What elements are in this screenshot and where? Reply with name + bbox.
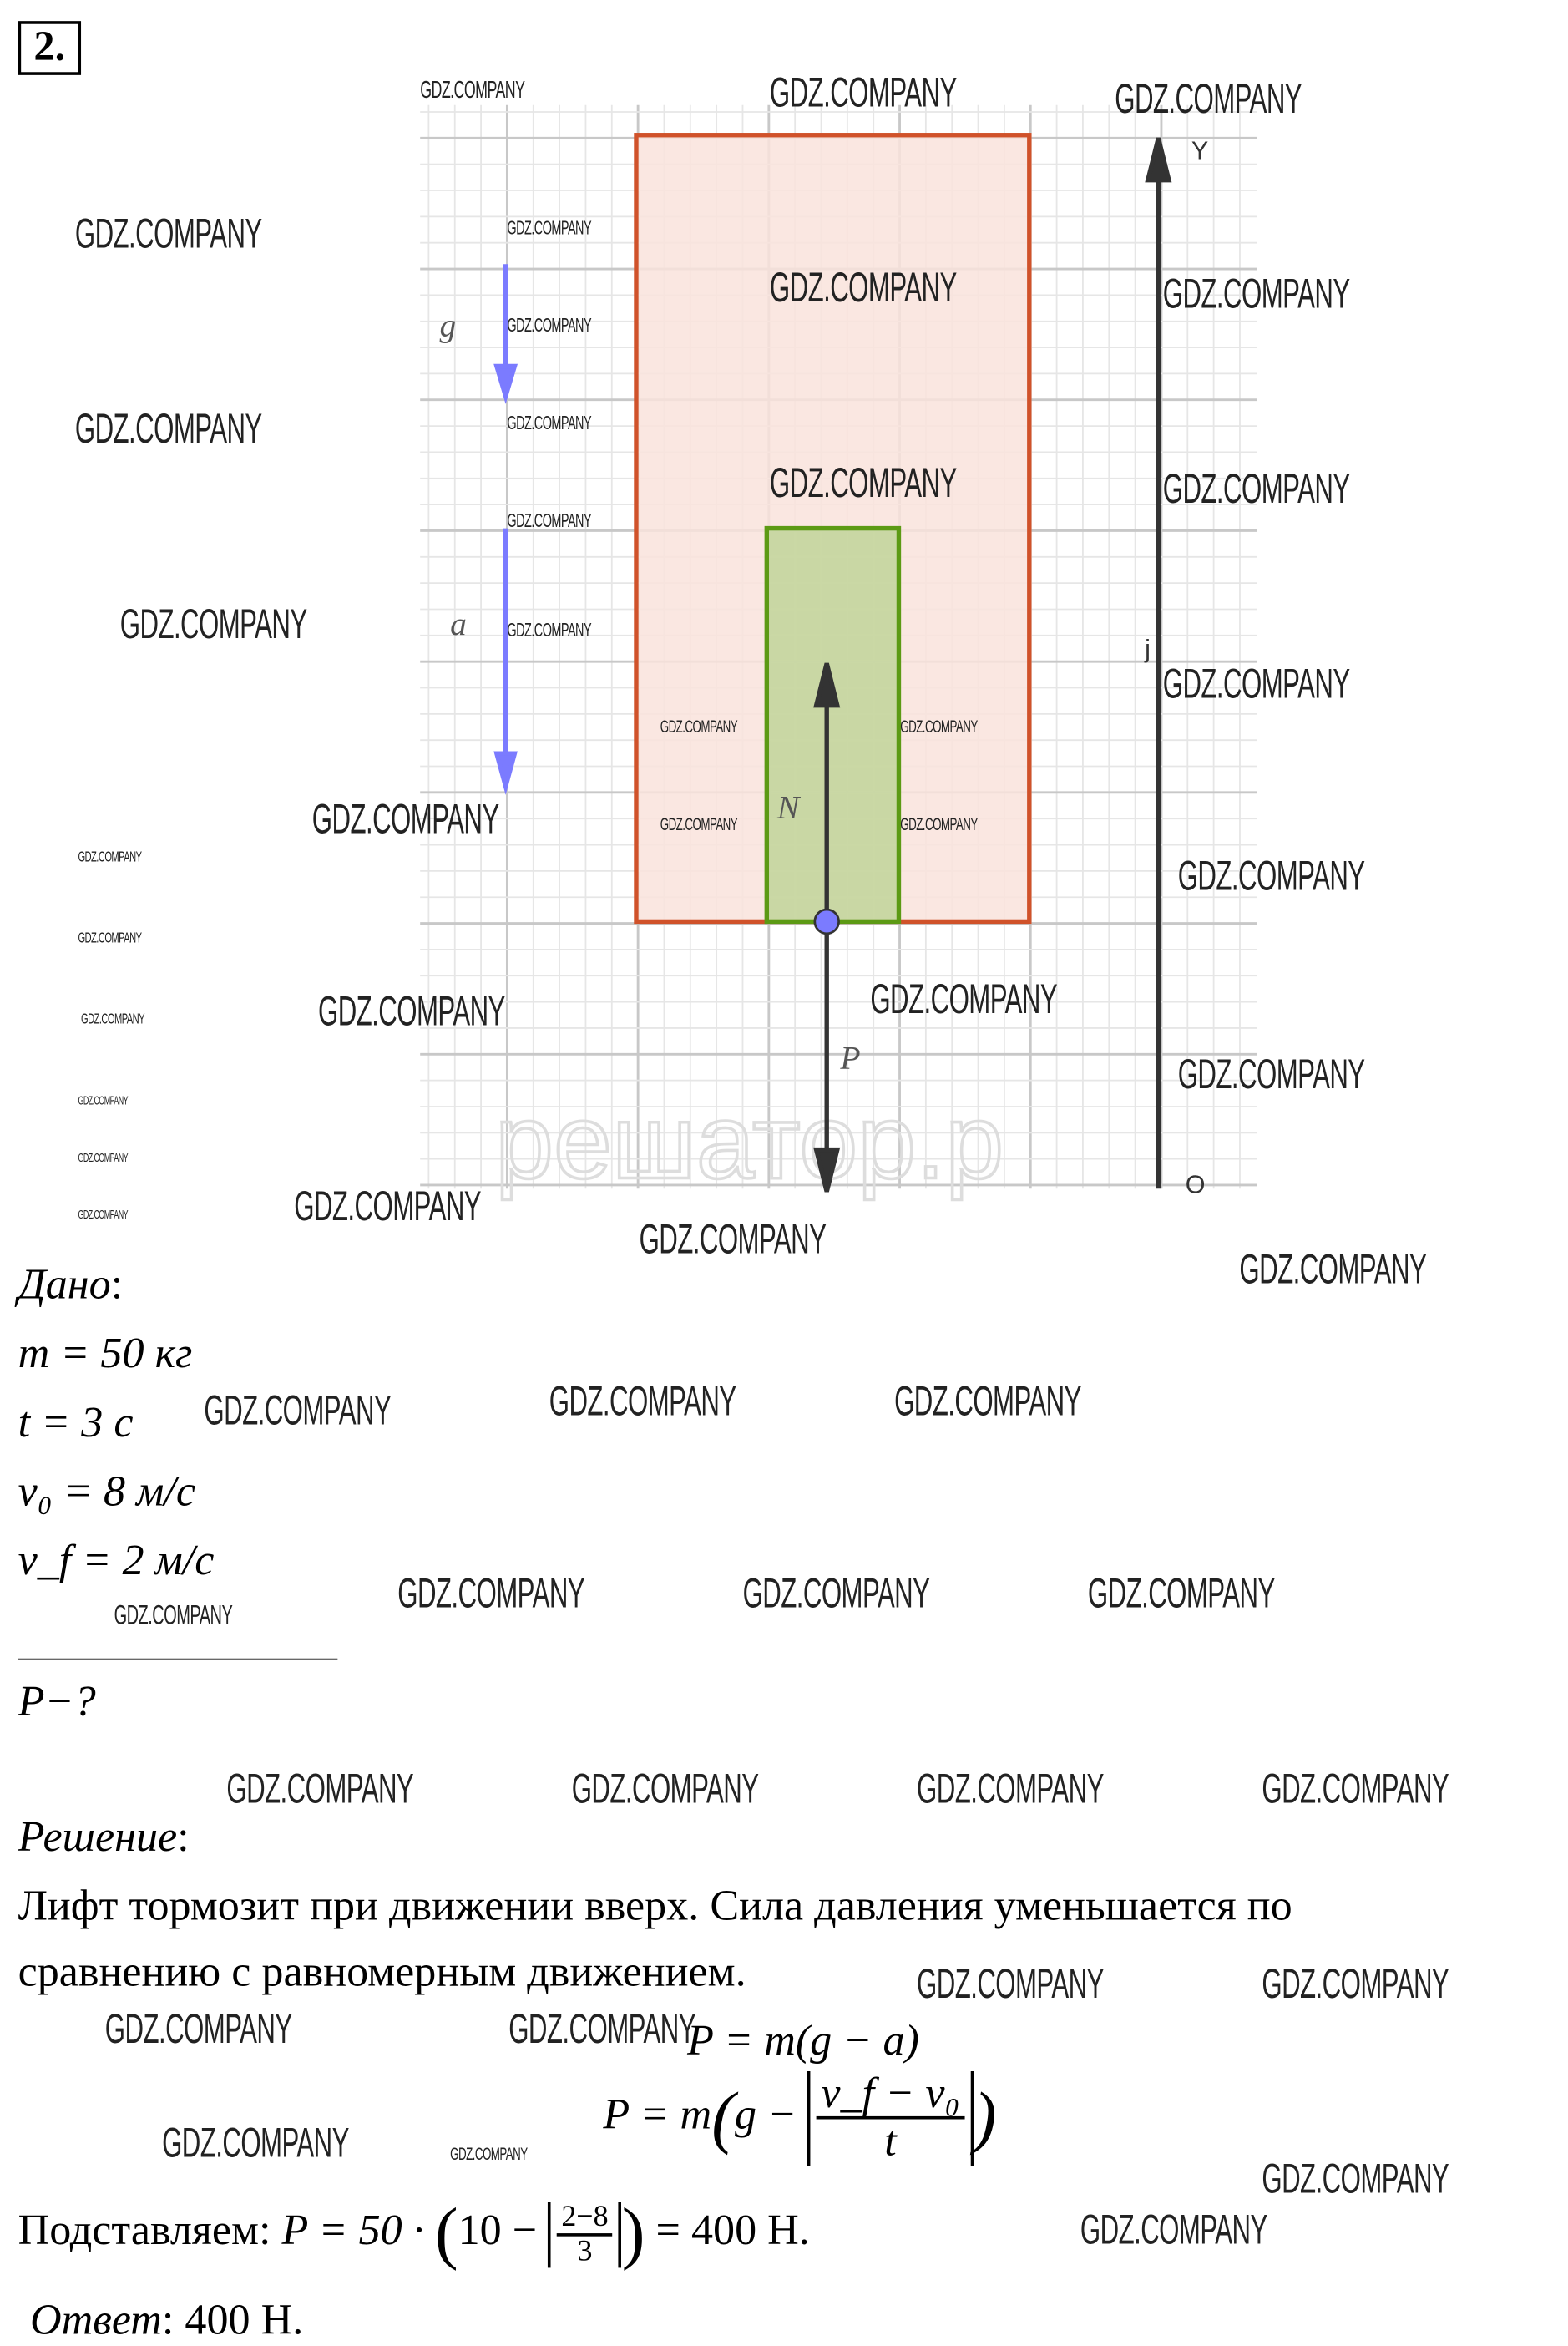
p-label: P⃗	[839, 1040, 886, 1077]
watermark-text: GDZ.COMPANY	[507, 509, 592, 532]
watermark-text: GDZ.COMPANY	[507, 618, 592, 641]
watermark-text: GDZ.COMPANY	[1115, 74, 1302, 122]
watermark-text: GDZ.COMPANY	[894, 1377, 1081, 1425]
watermark-text: GDZ.COMPANY	[317, 987, 505, 1035]
watermark-text: GDZ.COMPANY	[450, 2143, 528, 2165]
solution-heading: Решение:	[18, 1812, 190, 1862]
watermark-text: GDZ.COMPANY	[917, 1765, 1104, 1812]
substitution-numerator: 2−8	[556, 2201, 613, 2236]
substitution-lhs: P = 50 ·	[281, 2207, 435, 2255]
watermark-text: GDZ.COMPANY	[1262, 1765, 1449, 1812]
n-arrowhead-icon	[813, 662, 841, 708]
watermark-text: GDZ.COMPANY	[397, 1569, 585, 1617]
watermark-text: GDZ.COMPANY	[114, 1599, 233, 1630]
a-arrowhead-icon	[493, 751, 518, 795]
watermark-text: GDZ.COMPANY	[660, 716, 738, 737]
watermark-text: GDZ.COMPANY	[78, 1151, 129, 1165]
solution-text-line2: сравнению с равномерным движением.	[18, 1948, 746, 1997]
watermark-text: GDZ.COMPANY	[870, 975, 1058, 1022]
problem-number: 2.	[18, 21, 82, 75]
watermark-text: GDZ.COMPANY	[507, 411, 592, 434]
answer-label: Ответ	[29, 2296, 162, 2345]
watermark-text: GDZ.COMPANY	[74, 210, 262, 257]
formula2-lhs: P = m	[603, 2090, 712, 2140]
watermark-text: GDZ.COMPANY	[1162, 660, 1350, 707]
watermark-text: GDZ.COMPANY	[508, 2004, 696, 2052]
y-axis-label: Y	[1191, 136, 1208, 165]
given-time: t = 3 с	[18, 1398, 134, 1447]
watermark-text: GDZ.COMPANY	[769, 264, 957, 311]
watermark-text: GDZ.COMPANY	[78, 930, 142, 947]
given-vf: v_f = 2 м/с	[18, 1537, 215, 1585]
watermark-text: GDZ.COMPANY	[1177, 1050, 1365, 1097]
watermark-text: GDZ.COMPANY	[769, 459, 957, 506]
answer: Ответ: 400 Н.	[30, 2297, 303, 2346]
watermark-text: GDZ.COMPANY	[81, 1011, 145, 1029]
body-block	[764, 525, 902, 925]
watermark-text: GDZ.COMPANY	[119, 600, 307, 647]
watermark-text: GDZ.COMPANY	[660, 813, 738, 835]
watermark-text: GDZ.COMPANY	[78, 1208, 129, 1222]
substitution-line: Подставляем: P = 50 · (10 − 2−8 3) = 400 …	[18, 2196, 810, 2273]
j-label: j	[1144, 635, 1151, 663]
watermark-text: GDZ.COMPANY	[294, 1183, 482, 1229]
n-label: N⃗	[776, 788, 825, 825]
given-divider	[18, 1658, 338, 1660]
given-v0: v₀ = 8 м/с	[18, 1467, 196, 1517]
watermark-text: GDZ.COMPANY	[311, 795, 499, 843]
watermark-text: GDZ.COMPANY	[78, 1094, 129, 1108]
given-heading: Дано:	[18, 1260, 124, 1310]
watermark-text: GDZ.COMPANY	[1162, 270, 1350, 317]
y-axis-arrowhead-icon	[1145, 137, 1172, 183]
watermark-text: GDZ.COMPANY	[507, 313, 592, 337]
formula2-g: g −	[734, 2090, 797, 2140]
formula-weight-expanded: P = m(g − v_f − v₀ t)	[603, 2070, 997, 2167]
watermark-text: GDZ.COMPANY	[742, 1569, 930, 1617]
g-label: g⃗	[440, 307, 483, 344]
a-label: a⃗	[450, 606, 493, 642]
watermark-text: GDZ.COMPANY	[507, 215, 592, 239]
watermark-text: GDZ.COMPANY	[104, 2004, 292, 2052]
find-quantity: P−?	[18, 1678, 96, 1726]
watermark-text: GDZ.COMPANY	[1162, 465, 1350, 512]
formula2-denominator: t	[884, 2118, 897, 2167]
substitution-prefix: Подставляем:	[18, 2207, 282, 2255]
origin-label: O	[1186, 1171, 1206, 1199]
watermark-text: GDZ.COMPANY	[900, 716, 978, 737]
watermark-text: GDZ.COMPANY	[1239, 1245, 1427, 1293]
force-diagram: решатор.р g⃗ a⃗ N⃗ P⃗ Y j O	[420, 104, 1257, 1203]
answer-value: : 400 Н.	[161, 2296, 304, 2345]
watermark-text: GDZ.COMPANY	[162, 2119, 349, 2166]
substitution-ten: 10 −	[458, 2207, 538, 2255]
watermark-text: GDZ.COMPANY	[204, 1386, 392, 1434]
watermark-text: GDZ.COMPANY	[549, 1377, 736, 1425]
watermark-text: GDZ.COMPANY	[769, 68, 957, 116]
watermark-text: GDZ.COMPANY	[1087, 1569, 1275, 1617]
watermark-text: GDZ.COMPANY	[74, 405, 262, 452]
watermark-text: GDZ.COMPANY	[571, 1765, 759, 1812]
watermark-text: GDZ.COMPANY	[420, 78, 525, 104]
g-arrowhead-icon	[493, 363, 518, 404]
p-arrowhead-icon	[813, 1147, 841, 1193]
substitution-denominator: 3	[577, 2233, 593, 2267]
formula-weight: P = m(g − a)	[687, 2017, 919, 2065]
watermark-text: GDZ.COMPANY	[1080, 2206, 1267, 2253]
watermark-text: GDZ.COMPANY	[639, 1215, 827, 1263]
watermark-text: GDZ.COMPANY	[900, 813, 978, 835]
formula2-numerator: v_f − v₀	[817, 2070, 964, 2121]
substitution-result: = 400 Н.	[655, 2207, 810, 2255]
watermark-text: GDZ.COMPANY	[1177, 852, 1365, 899]
watermark-text: GDZ.COMPANY	[1262, 2155, 1449, 2202]
solution-text-line1: Лифт тормозит при движении вверх. Сила д…	[18, 1882, 1292, 1931]
watermark-text: GDZ.COMPANY	[78, 849, 142, 866]
background-watermark: решатор.р	[495, 1083, 1004, 1201]
watermark-text: GDZ.COMPANY	[226, 1765, 414, 1812]
given-mass: m = 50 кг	[18, 1330, 193, 1378]
contact-point	[813, 908, 840, 935]
watermark-text: GDZ.COMPANY	[917, 1960, 1104, 2007]
watermark-text: GDZ.COMPANY	[1262, 1960, 1449, 2007]
